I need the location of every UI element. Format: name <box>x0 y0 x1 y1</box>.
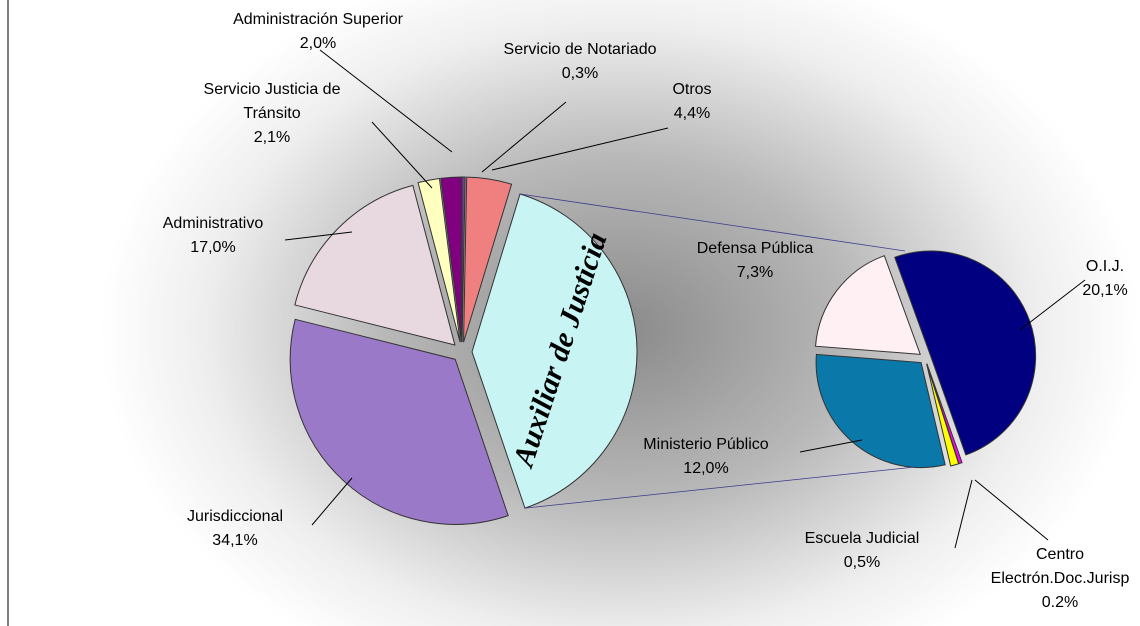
data-label: Servicio de Notariado 0,3% <box>504 38 657 86</box>
pie-slice <box>463 176 513 343</box>
label-value: 7,3% <box>736 264 774 281</box>
label-name: Administrativo <box>162 215 264 232</box>
leader-line <box>974 479 1049 541</box>
leader-line <box>491 127 669 171</box>
label-name: O.I.J. <box>1085 258 1125 275</box>
pie-slice <box>440 176 462 343</box>
data-label: Ministerio Público 12,0% <box>643 433 768 481</box>
pie-slice <box>815 353 946 469</box>
leader-line <box>371 121 433 189</box>
label-value: 12,0% <box>683 460 729 477</box>
connector <box>519 193 906 252</box>
label-name: Centro Electrón.Doc.Jurisp <box>990 546 1130 587</box>
label-name: Ministerio Público <box>643 436 769 453</box>
pie-slice <box>417 177 461 343</box>
data-label: Escuela Judicial 0,5% <box>805 527 920 575</box>
leader-line <box>284 231 353 241</box>
leader-line <box>954 479 973 549</box>
pie-slice <box>461 176 466 343</box>
leader-line <box>481 101 567 173</box>
leader-line <box>311 477 353 526</box>
label-name: Escuela Judicial <box>804 530 920 547</box>
data-label: Centro Electrón.Doc.Jurisp 0.2% <box>985 543 1135 615</box>
leader-line <box>799 439 863 453</box>
label-value: 20,1% <box>1082 282 1128 299</box>
label-value: 34,1% <box>212 532 258 549</box>
label-name: Otros <box>672 81 712 98</box>
data-label: Administrativo 17,0% <box>163 212 263 260</box>
label-value: 0.2% <box>1041 594 1079 611</box>
data-label: Servicio Justicia de Tránsito 2,1% <box>177 78 367 150</box>
label-value: 2,0% <box>299 35 337 52</box>
pie-slice <box>471 193 638 509</box>
label-value: 0,3% <box>561 65 599 82</box>
data-label: Otros 4,4% <box>672 78 711 126</box>
label-value: 4,4% <box>673 105 711 122</box>
label-value: 17,0% <box>190 239 236 256</box>
label-value: 0,5% <box>843 554 881 571</box>
label-name: Jurisdiccional <box>186 508 284 525</box>
pie-slice <box>289 318 509 525</box>
leader-line <box>319 49 453 153</box>
label-name: Servicio Justicia de Tránsito <box>203 81 341 122</box>
label-name: Defensa Pública <box>696 240 814 257</box>
leader-line <box>1019 279 1086 331</box>
data-label: O.I.J. 20,1% <box>1082 255 1127 303</box>
pie-slice <box>294 184 456 346</box>
label-name: Administración Superior <box>233 11 403 28</box>
pie-slice <box>815 255 921 355</box>
data-label: Defensa Pública 7,3% <box>697 237 814 285</box>
pie-slice <box>894 250 1037 456</box>
connector <box>524 466 916 509</box>
label-value: 2,1% <box>253 129 291 146</box>
data-label: Jurisdiccional 34,1% <box>187 505 283 553</box>
data-label: Administración Superior 2,0% <box>233 8 403 56</box>
pie-slice <box>926 363 960 467</box>
label-name: Servicio de Notariado <box>503 41 657 58</box>
